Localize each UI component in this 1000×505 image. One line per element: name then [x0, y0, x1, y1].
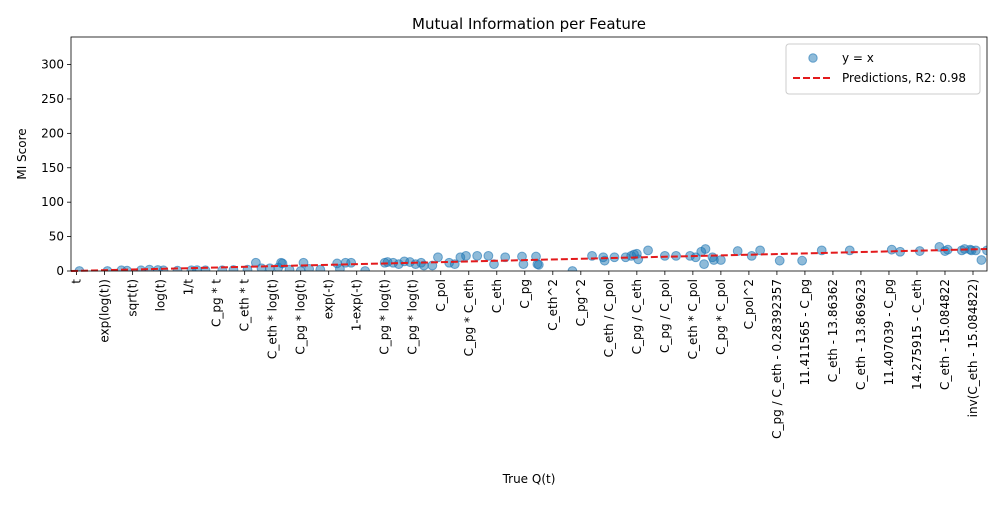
x-tick-label: log(t) [154, 279, 168, 311]
data-point [643, 245, 653, 256]
x-tick-label: 14.275915 - C_eth [910, 279, 924, 390]
x-tick-label: C_eth [490, 279, 504, 313]
prediction-line [70, 248, 988, 272]
data-point [755, 245, 766, 256]
data-point [567, 266, 578, 271]
y-axis-ticks: 0 50 100 150 200 250 300 [41, 58, 71, 278]
data-point [774, 255, 785, 266]
x-tick-label: exp(log(t)) [98, 279, 112, 343]
y-axis-label: MI Score [15, 128, 29, 179]
x-tick-label: C_eth * log(t) [266, 279, 280, 359]
data-point [715, 255, 726, 265]
data-point [699, 259, 709, 270]
x-tick-label: C_pg / C_eth - 0.28392357 [770, 279, 784, 439]
x-tick-label: C_pg / C_pol [658, 279, 672, 353]
x-tick-label: C_eth * C_pol [686, 279, 700, 359]
y-tick-label: 150 [41, 161, 64, 175]
data-point [315, 264, 326, 271]
data-point [489, 259, 499, 270]
data-point [533, 259, 544, 270]
data-point [976, 255, 987, 265]
x-tick-label: C_eth - 15.084822 [938, 279, 952, 390]
legend: y = x Predictions, R2: 0.98 [785, 43, 981, 95]
x-tick-label: C_pg [518, 279, 532, 309]
x-tick-label: 11.411565 - C_pg [798, 279, 812, 385]
data-point [472, 250, 483, 261]
x-tick-label: C_pg^2 [574, 279, 588, 326]
y-tick-label: 300 [41, 58, 64, 72]
data-point [346, 257, 357, 268]
y-tick-label: 200 [41, 126, 64, 140]
x-tick-label: t [70, 279, 84, 284]
x-tick-label: C_eth * t [238, 279, 252, 332]
scatter-points [74, 234, 1000, 271]
x-tick-label: 1-exp(-t) [350, 279, 364, 331]
x-tick-label: C_pg * log(t) [378, 279, 392, 355]
prediction-line-path [70, 248, 988, 272]
data-point [461, 250, 471, 261]
data-point [700, 244, 711, 254]
data-point [433, 252, 443, 263]
x-tick-label: C_pg * C_pol [714, 279, 728, 355]
x-tick-label: C_eth / C_pol [602, 279, 616, 357]
x-tick-label: C_eth - 13.869623 [854, 279, 868, 390]
x-tick-label: C_pol^2 [742, 279, 756, 329]
x-tick-label: C_pg / C_eth [630, 279, 644, 354]
x-tick-label: sqrt(t) [126, 279, 140, 317]
data-point [633, 254, 644, 265]
x-tick-label: inv(C_eth - 15.084822) [966, 279, 980, 417]
data-point [844, 245, 855, 256]
x-tick-label: C_eth^2 [546, 279, 560, 331]
x-tick-label: C_pg * log(t) [294, 279, 308, 355]
data-point [797, 255, 808, 266]
data-point [360, 266, 371, 271]
data-point [500, 252, 511, 263]
legend-marker-scatter [808, 53, 818, 63]
data-point [746, 250, 757, 261]
plot-frame [70, 36, 988, 272]
x-tick-label: C_eth - 13.86362 [826, 279, 840, 382]
x-tick-label: 11.407039 - C_pg [882, 279, 896, 385]
x-axis-ticks: t exp(log(t)) sqrt(t) log(t) 1/t C_pg * t C_et… [70, 271, 980, 439]
chart-title: Mutual Information per Feature [412, 15, 646, 33]
data-point [997, 234, 1000, 243]
data-point [427, 260, 438, 271]
data-point [483, 250, 494, 261]
legend-box [785, 43, 981, 95]
x-tick-label: C_pg * C_eth [462, 279, 476, 356]
y-tick-label: 250 [41, 92, 64, 106]
x-axis-label: True Q(t) [502, 472, 556, 486]
x-tick-label: 1/t [182, 279, 196, 296]
y-tick-label: 0 [56, 264, 64, 278]
legend-label-predictions: Predictions, R2: 0.98 [842, 71, 966, 85]
data-point [886, 244, 897, 255]
y-tick-label: 100 [41, 195, 64, 209]
x-tick-label: C_pg * t [210, 279, 224, 327]
data-point [988, 244, 997, 253]
x-tick-label: exp(-t) [322, 279, 336, 319]
legend-label-scatter: y = x [842, 51, 874, 65]
x-tick-label: C_pg * log(t) [406, 279, 420, 355]
x-tick-label: C_pol [434, 279, 448, 312]
y-tick-label: 50 [49, 230, 64, 244]
